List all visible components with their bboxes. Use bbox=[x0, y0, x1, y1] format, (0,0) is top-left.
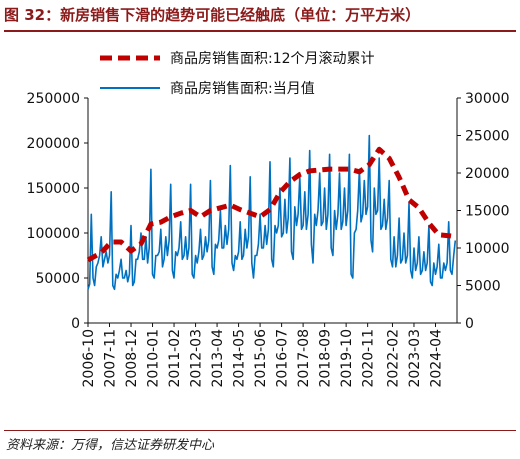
figure-title: 图 32：新房销售下滑的趋势可能已经触底（单位：万平方米） bbox=[4, 6, 421, 24]
x-tick-label: 2011-02 bbox=[167, 329, 183, 388]
y-right-tick-label: 10000 bbox=[465, 241, 510, 257]
x-tick-label: 2017-08 bbox=[296, 329, 312, 388]
y-left-tick-label: 50000 bbox=[35, 271, 80, 287]
y-right-tick-label: 25000 bbox=[465, 129, 510, 145]
x-tick-label: 2015-06 bbox=[253, 329, 269, 388]
y-right-tick-label: 30000 bbox=[465, 91, 510, 107]
y-left-tick-label: 100000 bbox=[27, 226, 80, 242]
y-left-tick-label: 0 bbox=[71, 316, 80, 332]
x-tick-label: 2022-02 bbox=[385, 329, 401, 388]
source-note: 资料来源：万得，信达证券研发中心 bbox=[6, 438, 215, 453]
y-left-tick-label: 150000 bbox=[27, 181, 80, 197]
series-line-rolling bbox=[86, 146, 456, 263]
y-right-tick-label: 5000 bbox=[465, 279, 501, 295]
x-tick-label: 2012-03 bbox=[189, 329, 205, 388]
y-axis-right-ticks: 0 5000 10000 15000 20000 25000 30000 bbox=[457, 91, 510, 332]
x-tick-label: 2013-04 bbox=[210, 329, 226, 388]
x-tick-label: 2007-11 bbox=[103, 329, 119, 388]
x-tick-label: 2016-07 bbox=[275, 329, 291, 388]
y-axis-left-ticks: 0 50000 100000 150000 200000 250000 bbox=[27, 91, 88, 332]
y-left-tick-label: 200000 bbox=[27, 136, 80, 152]
y-right-tick-label: 15000 bbox=[465, 204, 510, 220]
x-axis-ticks: 2006-10 2007-11 2008-12 2010-01 2011-02 2012-… bbox=[81, 323, 444, 388]
x-tick-label: 2019-10 bbox=[339, 329, 355, 388]
series-line-monthly bbox=[87, 134, 457, 291]
x-tick-label: 2006-10 bbox=[81, 329, 97, 388]
x-tick-label: 2023-03 bbox=[407, 329, 423, 388]
y-right-tick-label: 0 bbox=[465, 316, 474, 332]
legend-label-monthly: 商品房销售面积:当月值 bbox=[170, 81, 315, 97]
y-right-tick-label: 20000 bbox=[465, 166, 510, 182]
x-tick-label: 2024-04 bbox=[428, 329, 444, 388]
y-left-tick-label: 250000 bbox=[27, 91, 80, 107]
chart-series bbox=[86, 134, 457, 291]
title-divider bbox=[4, 30, 516, 32]
legend-label-rolling: 商品房销售面积:12个月滚动累计 bbox=[170, 50, 375, 67]
x-tick-label: 2008-12 bbox=[124, 329, 140, 388]
x-tick-label: 2010-01 bbox=[146, 329, 162, 388]
source-divider bbox=[4, 430, 516, 431]
x-tick-label: 2014-05 bbox=[232, 329, 248, 388]
x-tick-label: 2020-11 bbox=[361, 329, 377, 388]
chart-legend: 商品房销售面积:12个月滚动累计 商品房销售面积:当月值 bbox=[100, 50, 375, 97]
chart-axes bbox=[87, 98, 458, 324]
x-tick-label: 2018-09 bbox=[318, 329, 334, 388]
